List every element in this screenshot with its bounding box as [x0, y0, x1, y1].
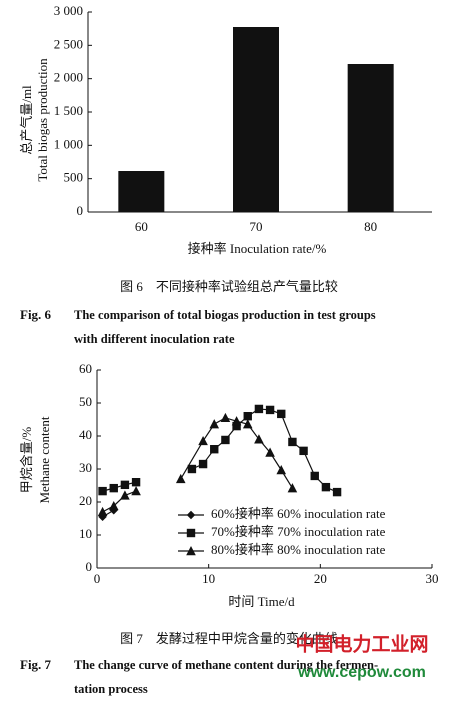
x-tick-label: 70	[250, 219, 263, 234]
marker	[321, 482, 331, 492]
marker	[97, 506, 108, 517]
y-tick-label: 2 500	[54, 36, 83, 51]
x-tick-label: 0	[94, 571, 101, 586]
caption-label: Fig. 6	[20, 307, 52, 322]
y-axis-label: Total biogas production	[35, 58, 50, 182]
marker	[299, 446, 308, 456]
legend-label: 80%接种率 80% inoculation rate	[211, 542, 386, 557]
marker	[220, 412, 231, 423]
y-tick-label: 0	[86, 559, 93, 574]
legend-marker	[186, 510, 196, 520]
y-tick-label: 2 000	[54, 70, 83, 85]
bar	[347, 64, 394, 212]
marker	[254, 404, 264, 414]
y-tick-label: 60	[79, 361, 92, 376]
marker	[120, 480, 130, 490]
marker	[221, 435, 230, 445]
marker	[254, 434, 264, 444]
watermark-url: www.cepow.com	[297, 664, 426, 681]
marker	[288, 437, 297, 447]
y-tick-label: 30	[79, 460, 92, 475]
marker	[310, 471, 319, 481]
y-tick-label: 10	[79, 526, 92, 541]
x-tick-label: 60	[135, 219, 148, 234]
legend-label: 60%接种率 60% inoculation rate	[211, 506, 386, 521]
marker	[175, 473, 186, 484]
marker	[231, 416, 242, 426]
y-axis-label: 甲烷含量/%	[19, 427, 34, 494]
x-axis-label: 接种率 Inoculation rate/%	[188, 241, 327, 256]
y-tick-label: 1 500	[54, 103, 83, 118]
caption-cn: 图 6 不同接种率试验组总产气量比较	[120, 279, 338, 294]
marker	[209, 419, 220, 429]
caption-en: The change curve of methane content duri…	[74, 658, 378, 672]
y-tick-label: 500	[64, 170, 84, 185]
bar	[118, 171, 165, 212]
y-tick-label: 20	[79, 493, 92, 508]
legend-marker	[186, 546, 196, 556]
y-tick-label: 50	[79, 394, 92, 409]
y-tick-label: 3 000	[54, 3, 83, 18]
marker	[109, 483, 118, 493]
watermark-site: 中国电力工业网	[295, 632, 428, 655]
y-axis-label: 总产气量/ml	[19, 85, 34, 155]
x-tick-label: 10	[202, 571, 215, 586]
marker	[210, 445, 219, 454]
marker	[198, 435, 208, 446]
legend-marker	[186, 528, 196, 538]
x-tick-label: 20	[314, 571, 327, 586]
series-line	[102, 417, 293, 513]
caption-cn: 图 7 发酵过程中甲烷含量的变化曲线	[120, 631, 338, 646]
marker	[265, 405, 275, 415]
caption-en: The comparison of total biogas productio…	[74, 308, 376, 322]
marker	[265, 447, 275, 457]
x-tick-label: 30	[426, 571, 439, 586]
caption-label: Fig. 7	[20, 657, 52, 672]
caption-en: tation process	[74, 682, 148, 696]
caption-en: with different inoculation rate	[74, 332, 235, 346]
marker	[108, 500, 119, 511]
marker	[332, 487, 342, 497]
bar	[233, 27, 279, 212]
marker	[287, 483, 298, 493]
marker	[98, 486, 107, 496]
marker	[131, 486, 141, 496]
marker	[131, 478, 141, 487]
marker	[120, 490, 130, 500]
marker	[198, 459, 208, 469]
y-tick-label: 1 000	[54, 136, 83, 151]
y-tick-label: 40	[79, 427, 92, 442]
marker	[242, 419, 253, 429]
marker	[187, 464, 197, 474]
marker	[243, 412, 252, 421]
x-tick-label: 80	[364, 219, 377, 234]
marker	[276, 464, 287, 475]
marker	[277, 409, 286, 419]
legend-label: 70%接种率 70% inoculation rate	[211, 524, 386, 539]
y-tick-label: 0	[77, 203, 84, 218]
x-axis-label: 时间 Time/d	[228, 594, 295, 609]
y-axis-label: Methane content	[37, 416, 52, 503]
